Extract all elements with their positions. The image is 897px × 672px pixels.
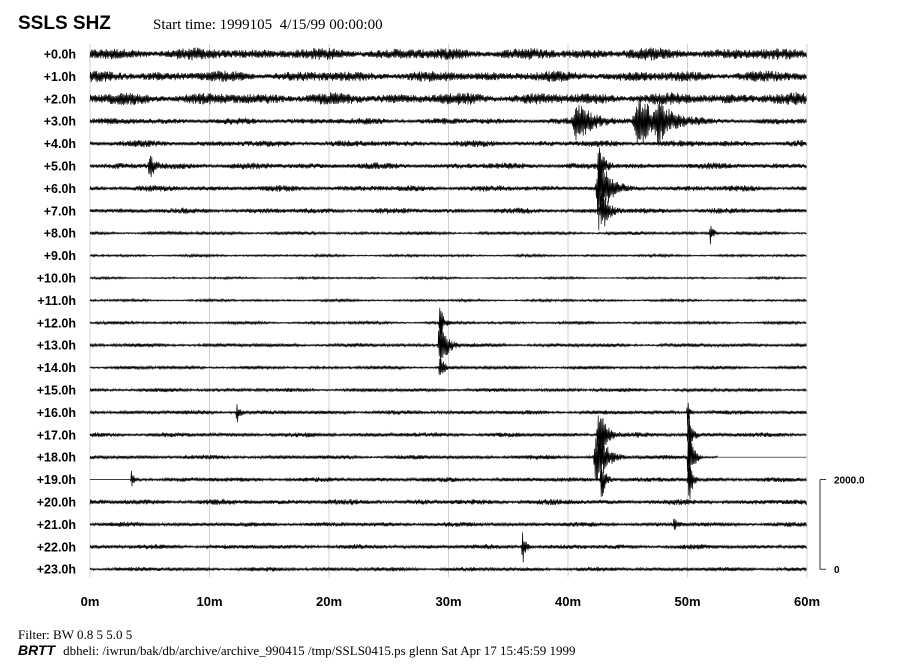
trace-row bbox=[89, 297, 807, 304]
trace-row bbox=[89, 193, 807, 227]
trace-row bbox=[89, 358, 807, 375]
filter-info: Filter: BW 0.8 5 5.0 5 bbox=[18, 627, 133, 642]
row-label: +18.0h bbox=[37, 451, 76, 465]
trace-row bbox=[89, 427, 807, 487]
trace-row bbox=[89, 498, 807, 506]
row-label: +17.0h bbox=[37, 428, 76, 442]
x-tick-label: 40m bbox=[555, 594, 581, 609]
row-label: +8.0h bbox=[44, 227, 76, 241]
row-label: +12.0h bbox=[37, 316, 76, 330]
trace-row bbox=[89, 402, 807, 426]
start-time: Start time: 1999105 4/15/99 00:00:00 bbox=[153, 17, 383, 33]
trace-row bbox=[89, 140, 807, 148]
scale-bar-bottom-label: 0 bbox=[834, 565, 840, 576]
row-label: +7.0h bbox=[44, 204, 76, 218]
trace-layer bbox=[89, 47, 807, 573]
scale-bar-top-label: 2000.0 bbox=[834, 476, 865, 487]
row-label: +21.0h bbox=[37, 518, 76, 532]
row-label: +3.0h bbox=[44, 115, 76, 129]
trace-row bbox=[89, 95, 807, 147]
x-tick-label: 20m bbox=[316, 594, 342, 609]
trace-row bbox=[89, 566, 807, 573]
row-label: +4.0h bbox=[44, 137, 76, 151]
brtt-logo-text: BRTT bbox=[18, 642, 56, 658]
trace-row bbox=[89, 307, 807, 336]
row-label: +13.0h bbox=[37, 339, 76, 353]
x-tick-label: 30m bbox=[435, 594, 461, 609]
trace-row bbox=[89, 252, 807, 259]
row-label: +20.0h bbox=[37, 496, 76, 510]
trace-row bbox=[89, 92, 807, 106]
row-label: +11.0h bbox=[37, 294, 76, 308]
label-layer: 0m 10m 20m 30m 40m 50m 60m +0.0h +1.0h +2.0h +3.0h… bbox=[37, 48, 820, 610]
footer-info: BRTT dbheli: /iwrun/bak/db/archive/archiv… bbox=[18, 642, 575, 659]
x-tick-label: 10m bbox=[196, 594, 222, 609]
row-label: +0.0h bbox=[44, 48, 76, 62]
trace-row bbox=[89, 409, 807, 460]
row-label: +23.0h bbox=[37, 563, 76, 577]
row-label: +6.0h bbox=[44, 182, 76, 196]
x-tick-label: 0m bbox=[81, 594, 100, 609]
trace-row bbox=[90, 466, 807, 500]
row-label: +16.0h bbox=[37, 406, 76, 420]
row-label: +15.0h bbox=[37, 384, 76, 398]
trace-row bbox=[89, 70, 807, 83]
trace-row bbox=[89, 149, 807, 231]
x-tick-label: 50m bbox=[674, 594, 700, 609]
row-label: +19.0h bbox=[37, 473, 76, 487]
row-label: +1.0h bbox=[44, 70, 76, 84]
trace-row bbox=[89, 147, 807, 195]
x-tick-label: 60m bbox=[794, 594, 820, 609]
trace-row bbox=[89, 518, 807, 530]
station-title: SSLS SHZ bbox=[18, 13, 111, 34]
row-label: +10.0h bbox=[37, 272, 76, 286]
command-text: dbheli: /iwrun/bak/db/archive/archive_99… bbox=[63, 643, 576, 658]
grid-layer bbox=[89, 44, 808, 578]
row-label: +9.0h bbox=[44, 249, 76, 263]
scale-bar: 2000.0 0 bbox=[819, 476, 865, 576]
row-label: +2.0h bbox=[44, 92, 76, 106]
trace-row bbox=[89, 47, 807, 61]
trace-row bbox=[89, 532, 807, 563]
trace-row bbox=[89, 225, 807, 245]
row-label: +22.0h bbox=[37, 540, 76, 554]
row-label: +5.0h bbox=[44, 160, 76, 174]
row-label: +14.0h bbox=[37, 361, 76, 375]
trace-row bbox=[89, 321, 807, 366]
trace-row bbox=[89, 387, 807, 393]
trace-row bbox=[89, 275, 807, 281]
